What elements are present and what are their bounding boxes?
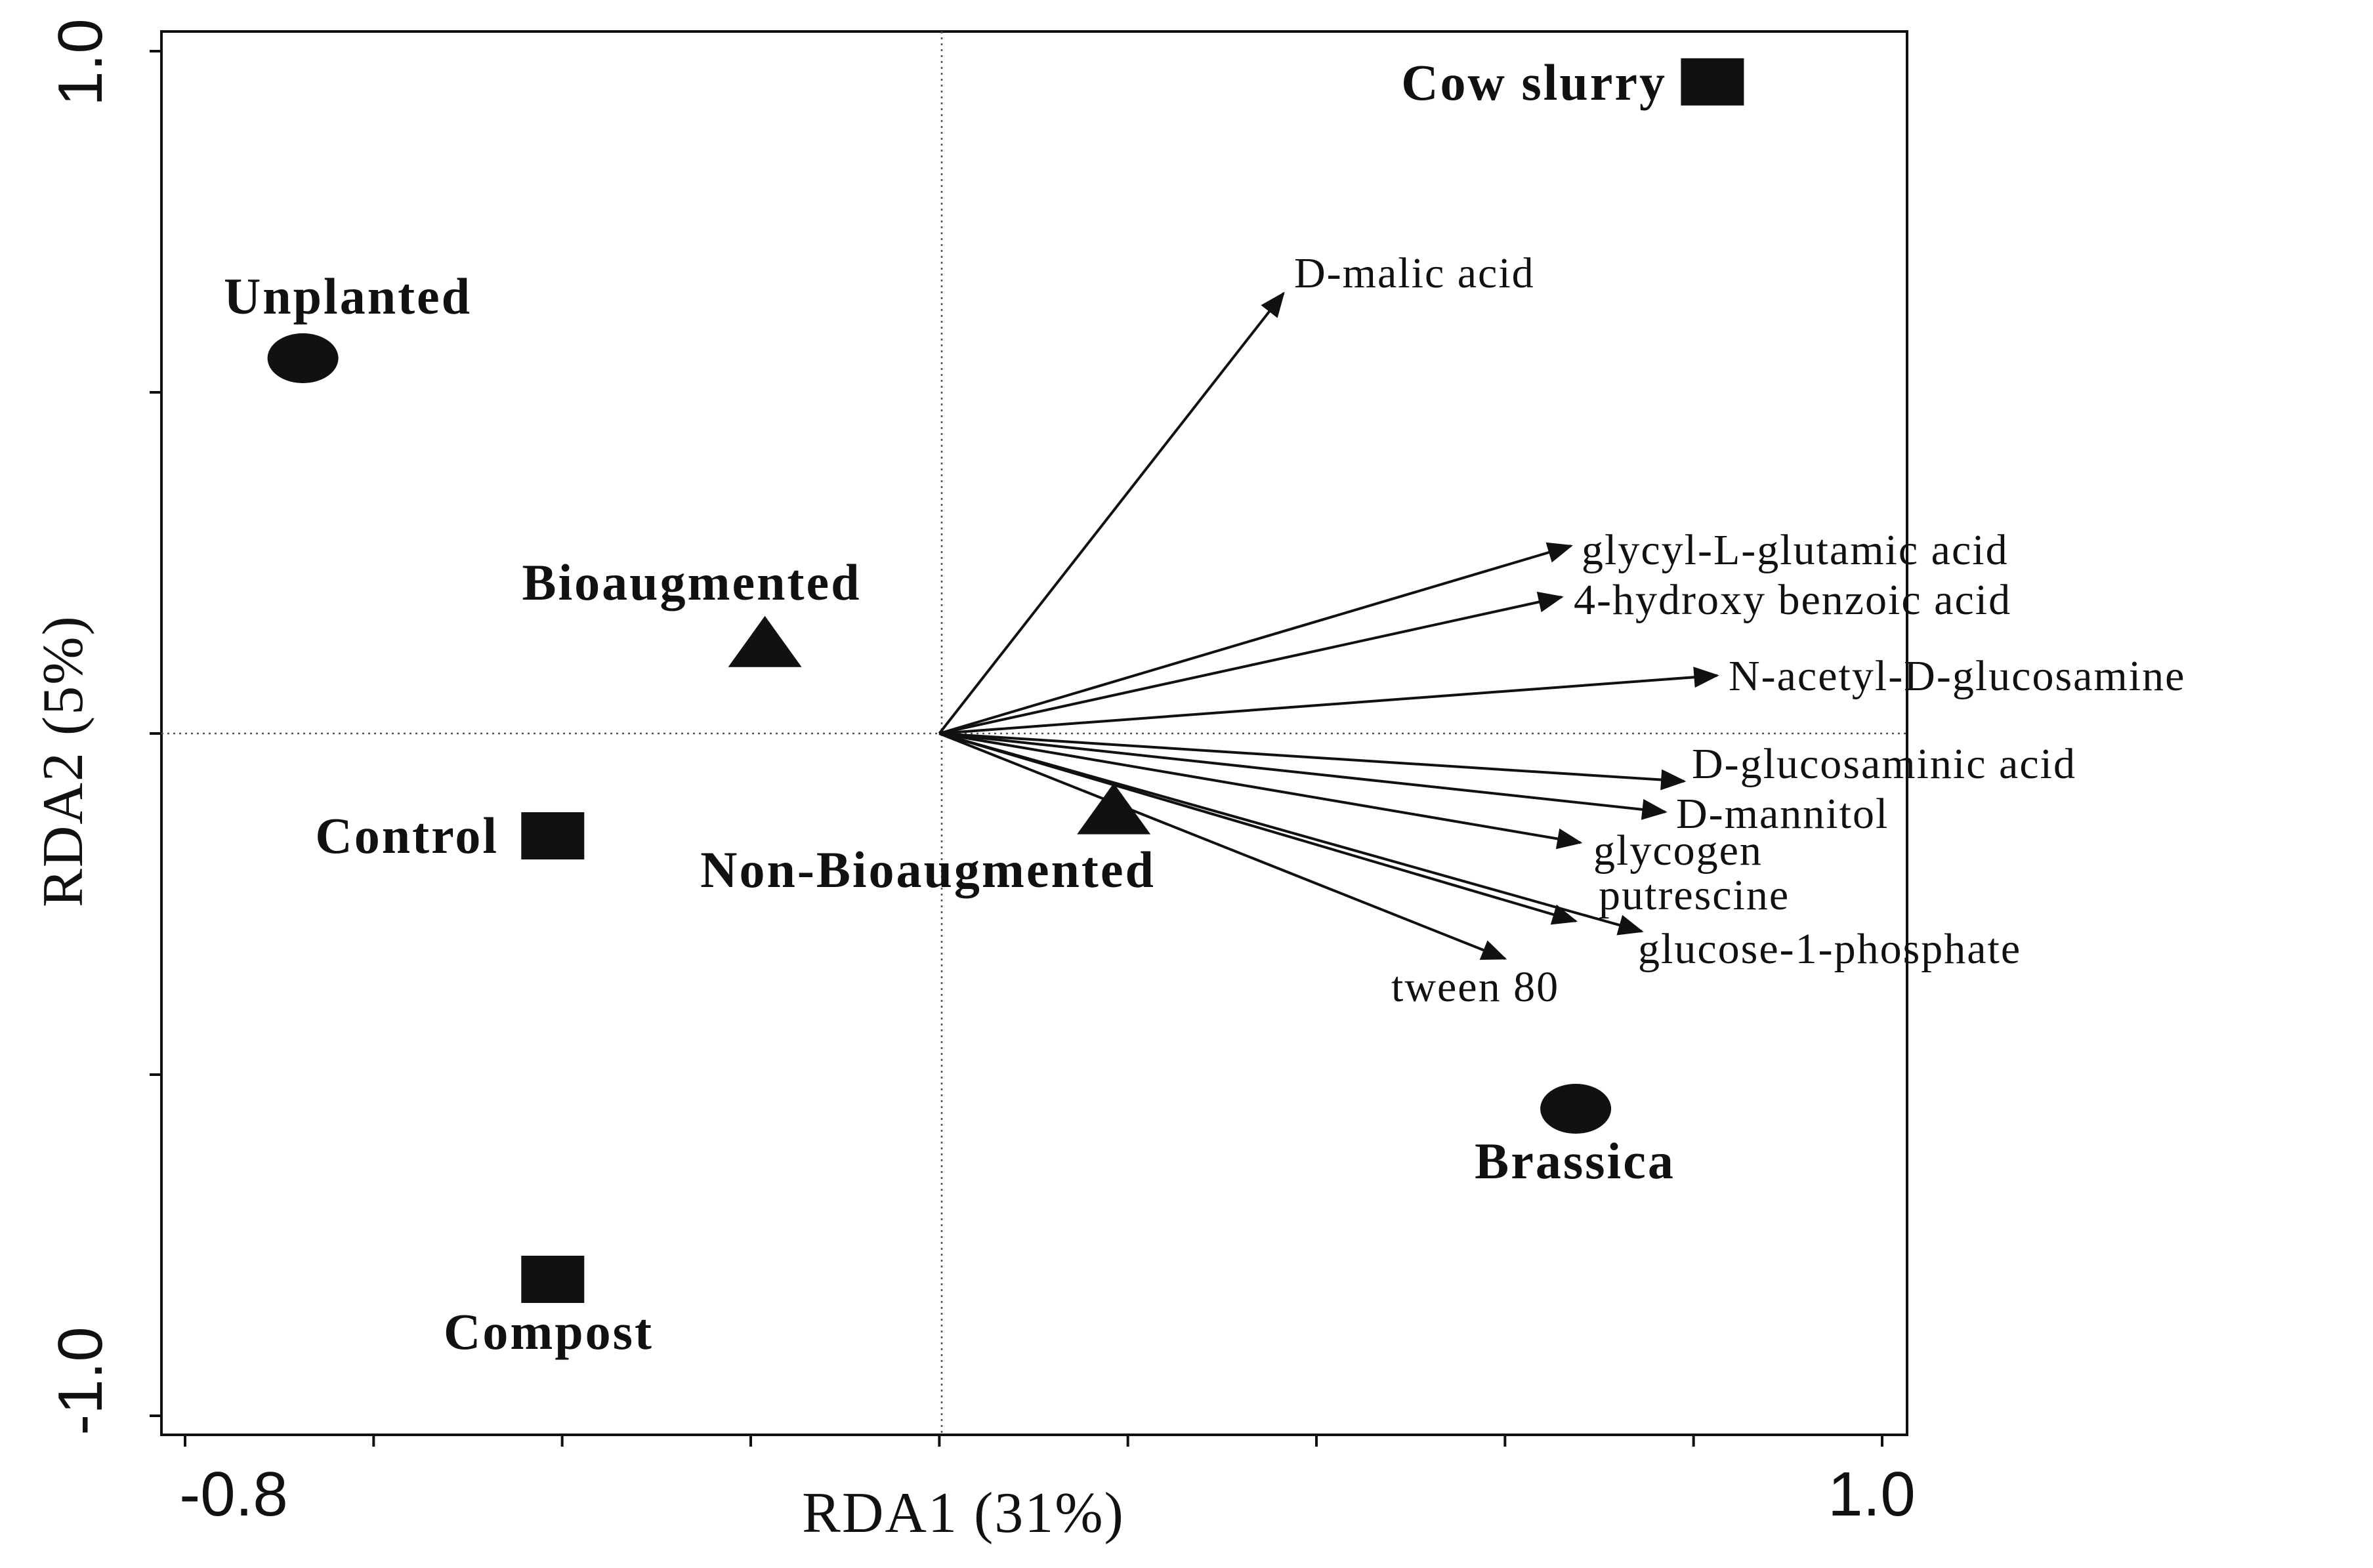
- var-label-putrescine: putrescine: [1599, 871, 1790, 919]
- var-label-d-malic-acid: D-malic acid: [1294, 249, 1535, 297]
- sample-label-unplanted: Unplanted: [224, 268, 472, 325]
- arrow-glycyl-l-glutamic-acid: [938, 542, 1573, 735]
- arrow-n-acetyl-d-glucosamine: [939, 667, 1719, 735]
- var-label-glucose-1-phosphate: glucose-1-phosphate: [1638, 925, 2021, 973]
- var-label-d-mannitol: D-mannitol: [1676, 790, 1889, 838]
- arrow-glycogen: [938, 732, 1583, 850]
- point-non-bioaugmented: [1077, 783, 1151, 835]
- sample-label-bioaugmented: Bioaugmented: [522, 554, 861, 611]
- point-unplanted: [267, 333, 339, 383]
- variable-labels: D-malic acid glycyl-L-glutamic acid 4-hy…: [1294, 249, 2185, 1011]
- arrow-d-mannitol: [939, 732, 1668, 820]
- arrow-d-glucosaminic-acid: [939, 732, 1687, 791]
- sample-labels: Cow slurry Unplanted Bioaugmented Contro…: [224, 54, 1675, 1360]
- arrow-4-hydroxy-benzoic-acid: [938, 591, 1564, 735]
- sample-points: [267, 58, 1744, 1303]
- sample-label-compost: Compost: [444, 1303, 654, 1360]
- var-label-glycogen: glycogen: [1593, 827, 1763, 875]
- x-tick-label-max: 1.0: [1828, 1459, 1915, 1529]
- var-label-4-hydroxy-benzoic-acid: 4-hydroxy benzoic acid: [1574, 576, 2011, 624]
- point-control: [521, 812, 585, 859]
- point-bioaugmented: [728, 615, 802, 667]
- x-axis-title: RDA1 (31%): [802, 1481, 1125, 1545]
- point-brassica: [1540, 1084, 1612, 1134]
- arrow-tween-80: [938, 732, 1507, 960]
- var-label-n-acetyl-d-glucosamine: N-acetyl-D-glucosamine: [1729, 652, 2185, 700]
- var-label-glycyl-l-glutamic-acid: glycyl-L-glutamic acid: [1582, 526, 2009, 574]
- sample-label-control: Control: [315, 807, 499, 864]
- sample-label-non-bioaugmented: Non-Bioaugmented: [700, 841, 1156, 898]
- point-cow-slurry: [1681, 58, 1744, 106]
- y-axis-title: RDA2 (5%): [32, 615, 95, 907]
- point-compost: [521, 1256, 585, 1303]
- x-tick-label-min: -0.8: [179, 1459, 287, 1529]
- y-axis-ticks: [150, 50, 161, 1417]
- arrow-d-malic-acid: [938, 291, 1285, 735]
- sample-label-cow-slurry: Cow slurry: [1401, 54, 1667, 111]
- x-axis-ticks: [184, 1435, 1883, 1447]
- variable-arrows: [938, 291, 1719, 960]
- sample-label-brassica: Brassica: [1475, 1132, 1675, 1189]
- y-tick-label-min: -1.0: [45, 1327, 116, 1435]
- var-label-d-glucosaminic-acid: D-glucosaminic acid: [1692, 740, 2076, 788]
- y-tick-label-max: 1.0: [45, 18, 116, 106]
- var-label-tween-80: tween 80: [1391, 963, 1559, 1011]
- arrow-glucose-1-phosphate: [938, 732, 1644, 936]
- arrow-putrescine: [938, 732, 1578, 925]
